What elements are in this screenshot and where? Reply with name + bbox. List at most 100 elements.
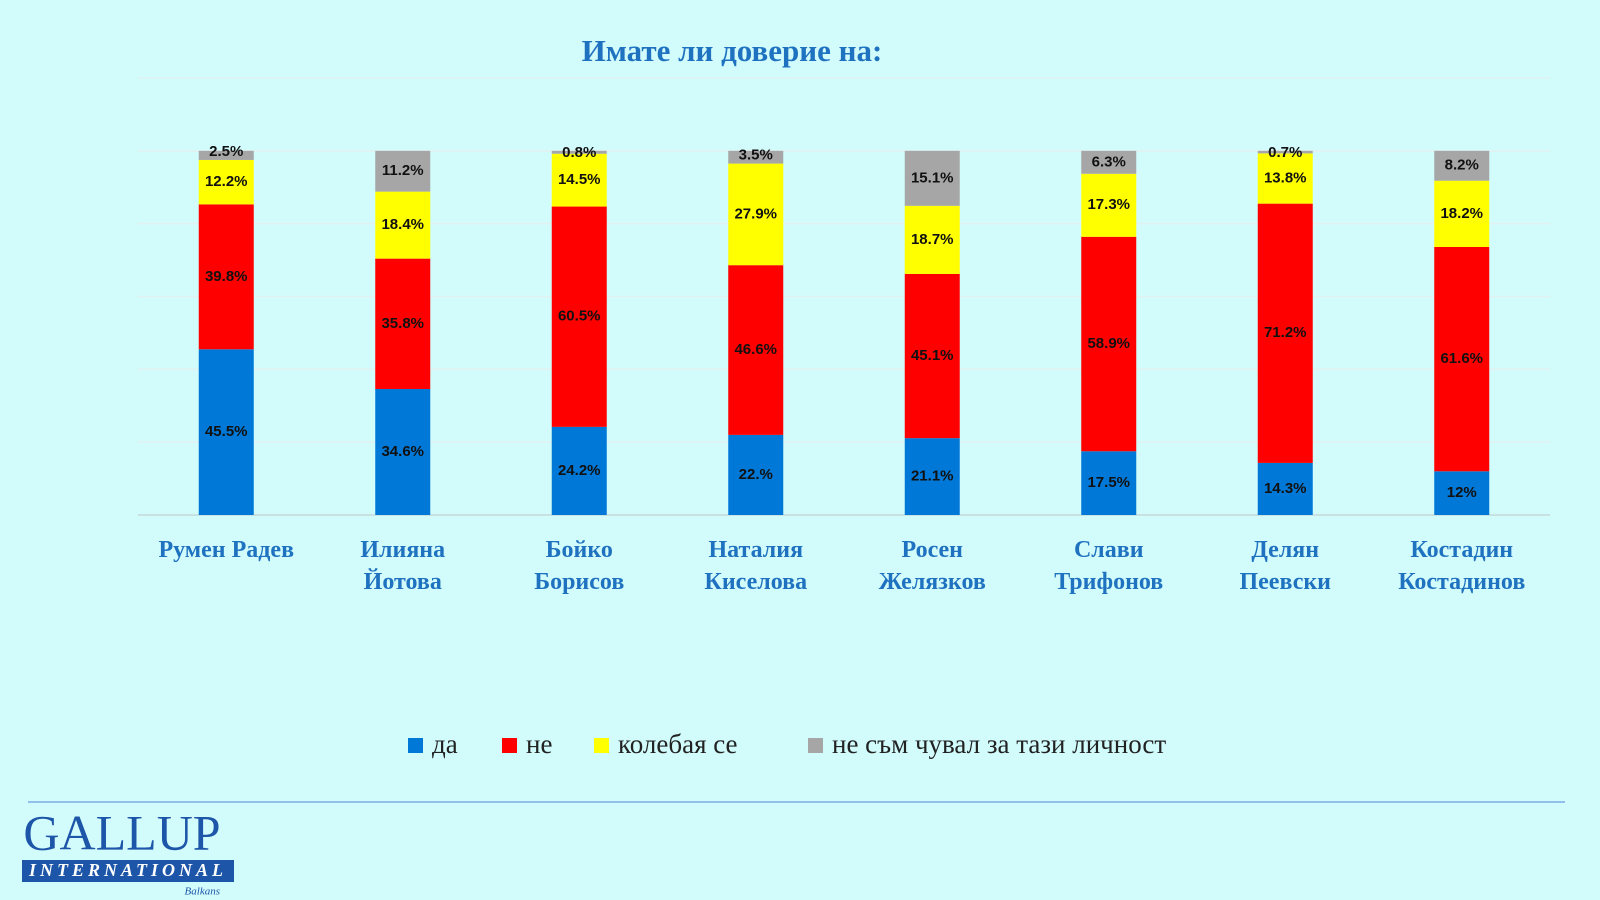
bar-segment: [198, 150, 254, 160]
data-label: 0.8%: [562, 144, 596, 161]
data-label: 34.6%: [381, 443, 424, 460]
x-tick-line: Желязков: [879, 569, 986, 595]
data-label: 0.7%: [1268, 144, 1302, 161]
x-tick-label: Бойко Борисов: [534, 537, 624, 595]
data-label: 35.8%: [381, 315, 424, 332]
bar-segment: [1257, 462, 1313, 515]
legend-label: не: [526, 729, 552, 759]
bar-segment: [551, 206, 607, 427]
data-label: 71.2%: [1264, 324, 1307, 341]
data-label: 27.9%: [734, 205, 777, 222]
x-tick-line: Киселова: [704, 569, 807, 595]
legend-label: колебая се: [618, 729, 738, 759]
logo: GALLUP INTERNATIONAL Balkans: [22, 804, 234, 898]
logo-line2: INTERNATIONAL: [28, 860, 227, 880]
legend-swatch: [502, 738, 517, 753]
data-label: 45.1%: [911, 347, 954, 364]
bar-segment: [1081, 173, 1137, 237]
bar-segment: [551, 426, 607, 515]
bar-segment: [198, 159, 254, 205]
data-label: 39.8%: [205, 268, 248, 285]
bar-segment: [198, 349, 254, 515]
data-label: 6.3%: [1092, 153, 1126, 170]
data-label: 15.1%: [911, 169, 954, 186]
bar-segment: [1434, 150, 1490, 181]
legend-label: да: [432, 729, 458, 759]
bar-segment: [1081, 150, 1137, 174]
data-label: 46.6%: [734, 341, 777, 358]
x-tick-label: Делян Пеевски: [1239, 537, 1331, 595]
data-label: 22.%: [739, 466, 773, 483]
bar-segment: [375, 191, 431, 259]
bar-segment: [1434, 246, 1490, 472]
x-tick-label: Илияна Йотова: [360, 537, 445, 595]
data-label: 60.5%: [558, 308, 601, 325]
x-tick-line: Илияна: [360, 537, 445, 563]
x-tick-label: Костадин Костадинов: [1398, 537, 1525, 595]
x-tick-line: Йотова: [364, 569, 442, 595]
data-label: 14.5%: [558, 171, 601, 188]
legend-swatch: [408, 738, 423, 753]
x-tick-line: Пеевски: [1239, 569, 1331, 595]
x-tick-line: Борисов: [534, 569, 624, 595]
x-tick-line: Костадинов: [1398, 569, 1525, 595]
data-label: 61.6%: [1440, 350, 1483, 367]
legend-swatch: [594, 738, 609, 753]
logo-band: [22, 860, 234, 882]
bar-segment: [1434, 471, 1490, 515]
bar-segment: [728, 434, 784, 515]
logo-brand: GALLUP: [23, 804, 220, 860]
x-tick-line: Костадин: [1410, 537, 1513, 563]
x-tick-line: Трифонов: [1054, 569, 1163, 595]
data-label: 18.4%: [381, 216, 424, 233]
x-tick-label: Румен Радев: [158, 537, 294, 563]
x-tick-line: Слави: [1074, 537, 1144, 563]
x-tick-label: Наталия Киселова: [704, 537, 807, 595]
x-tick-line: Делян: [1251, 537, 1319, 563]
data-label: 17.3%: [1087, 196, 1130, 213]
x-tick-line: Бойко: [546, 537, 613, 563]
x-tick-line: Росен: [902, 537, 964, 563]
chart-title: Имате ли доверие на:: [582, 33, 883, 68]
data-label: 24.2%: [558, 462, 601, 479]
bar-segment: [1081, 236, 1137, 452]
data-label: 3.5%: [739, 147, 773, 164]
bar-segment: [904, 273, 960, 439]
data-label: 14.3%: [1264, 480, 1307, 497]
bar-segment: [904, 205, 960, 274]
x-tick-label: Слави Трифонов: [1054, 537, 1163, 595]
bar-segment: [904, 150, 960, 206]
bar-segment: [728, 150, 784, 164]
legend-swatch: [808, 738, 823, 753]
bar-segment: [1081, 451, 1137, 515]
bar-segment: [1257, 153, 1313, 204]
bar-segment: [551, 153, 607, 207]
x-tick-line: Румен Радев: [158, 537, 294, 563]
legend-label: не съм чувал за тази личност: [832, 729, 1166, 759]
bar-segment: [1257, 150, 1313, 154]
bar-segment: [904, 438, 960, 515]
data-label: 11.2%: [382, 162, 424, 179]
data-label: 17.5%: [1087, 474, 1130, 491]
bar-segment: [1434, 180, 1490, 247]
x-tick-line: Наталия: [708, 537, 803, 563]
logo-line3: Balkans: [185, 886, 220, 898]
bar-segment: [1257, 203, 1313, 463]
data-label: 8.2%: [1445, 157, 1479, 174]
bar-segment: [551, 150, 607, 154]
bar-segment: [728, 163, 784, 266]
bar-segment: [198, 204, 254, 350]
data-label: 2.5%: [209, 143, 243, 160]
data-label: 45.5%: [205, 423, 248, 440]
data-label: 21.1%: [911, 468, 954, 485]
bar-segment: [728, 265, 784, 435]
data-label: 12.2%: [205, 173, 248, 190]
bar-segment: [375, 150, 431, 192]
data-label: 12%: [1447, 484, 1477, 501]
data-label: 18.2%: [1440, 205, 1483, 222]
data-label: 18.7%: [911, 231, 954, 248]
bar-segment: [375, 258, 431, 389]
x-tick-label: Росен Желязков: [879, 537, 986, 595]
